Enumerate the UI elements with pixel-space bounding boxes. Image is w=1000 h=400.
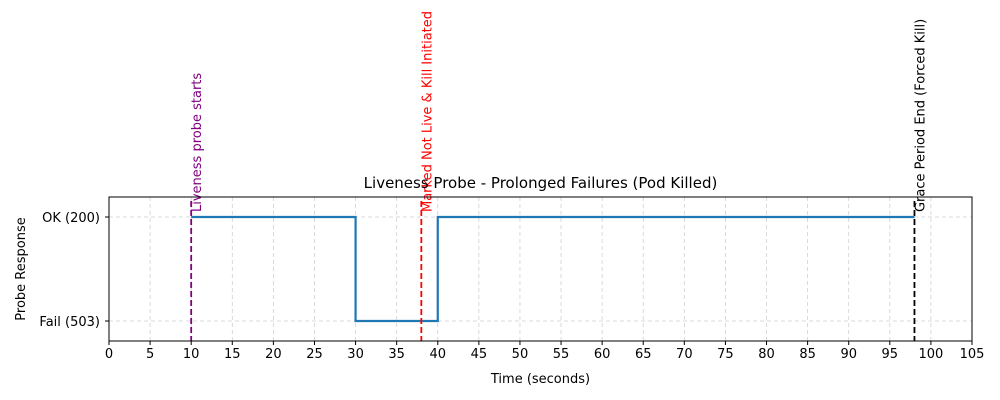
y-axis: Fail (503) OK (200)	[39, 211, 109, 330]
annotation-label: Grace Period End (Forced Kill)	[913, 19, 928, 212]
chart-title: Liveness Probe - Prolonged Failures (Pod…	[364, 174, 718, 192]
x-tick-label: 30	[347, 347, 364, 362]
probe-response-line	[191, 215, 915, 323]
x-tick-label: 0	[105, 347, 113, 362]
y-tick-label: Fail (503)	[39, 315, 100, 330]
x-tick-label: 60	[594, 347, 611, 362]
annotation-label: Liveness probe starts	[190, 73, 205, 212]
x-tick-label: 35	[388, 347, 405, 362]
x-tick-label: 100	[918, 347, 943, 362]
series-layer	[191, 215, 915, 323]
x-tick-label: 90	[840, 347, 857, 362]
x-tick-label: 15	[224, 347, 241, 362]
x-tick-label: 55	[553, 347, 570, 362]
x-tick-label: 10	[183, 347, 200, 362]
x-tick-label: 65	[635, 347, 652, 362]
x-tick-label: 45	[471, 347, 488, 362]
x-tick-label: 25	[306, 347, 323, 362]
x-tick-label: 95	[882, 347, 899, 362]
x-tick-label: 80	[758, 347, 775, 362]
x-tick-label: 20	[265, 347, 282, 362]
annotation-layer: Liveness probe starts Marked Not Live & K…	[190, 11, 928, 341]
x-tick-label: 70	[676, 347, 693, 362]
y-tick-label: OK (200)	[42, 211, 100, 226]
grid	[108, 197, 973, 341]
x-axis-label: Time (seconds)	[490, 372, 590, 387]
x-tick-label: 5	[146, 347, 154, 362]
x-tick-label: 40	[429, 347, 446, 362]
annotation-label: Marked Not Live & Kill Initiated	[420, 11, 435, 212]
plot-frame	[108, 196, 973, 342]
x-tick-label: 85	[799, 347, 816, 362]
y-axis-label: Probe Response	[14, 217, 29, 320]
x-tick-label: 75	[717, 347, 734, 362]
x-tick-label: 105	[960, 347, 985, 362]
x-tick-label: 50	[512, 347, 529, 362]
x-axis: 0 5 10 15 20 25 30 35 40 45 50 55 60 65 70 75 80 85 90 95 10…	[105, 341, 985, 362]
